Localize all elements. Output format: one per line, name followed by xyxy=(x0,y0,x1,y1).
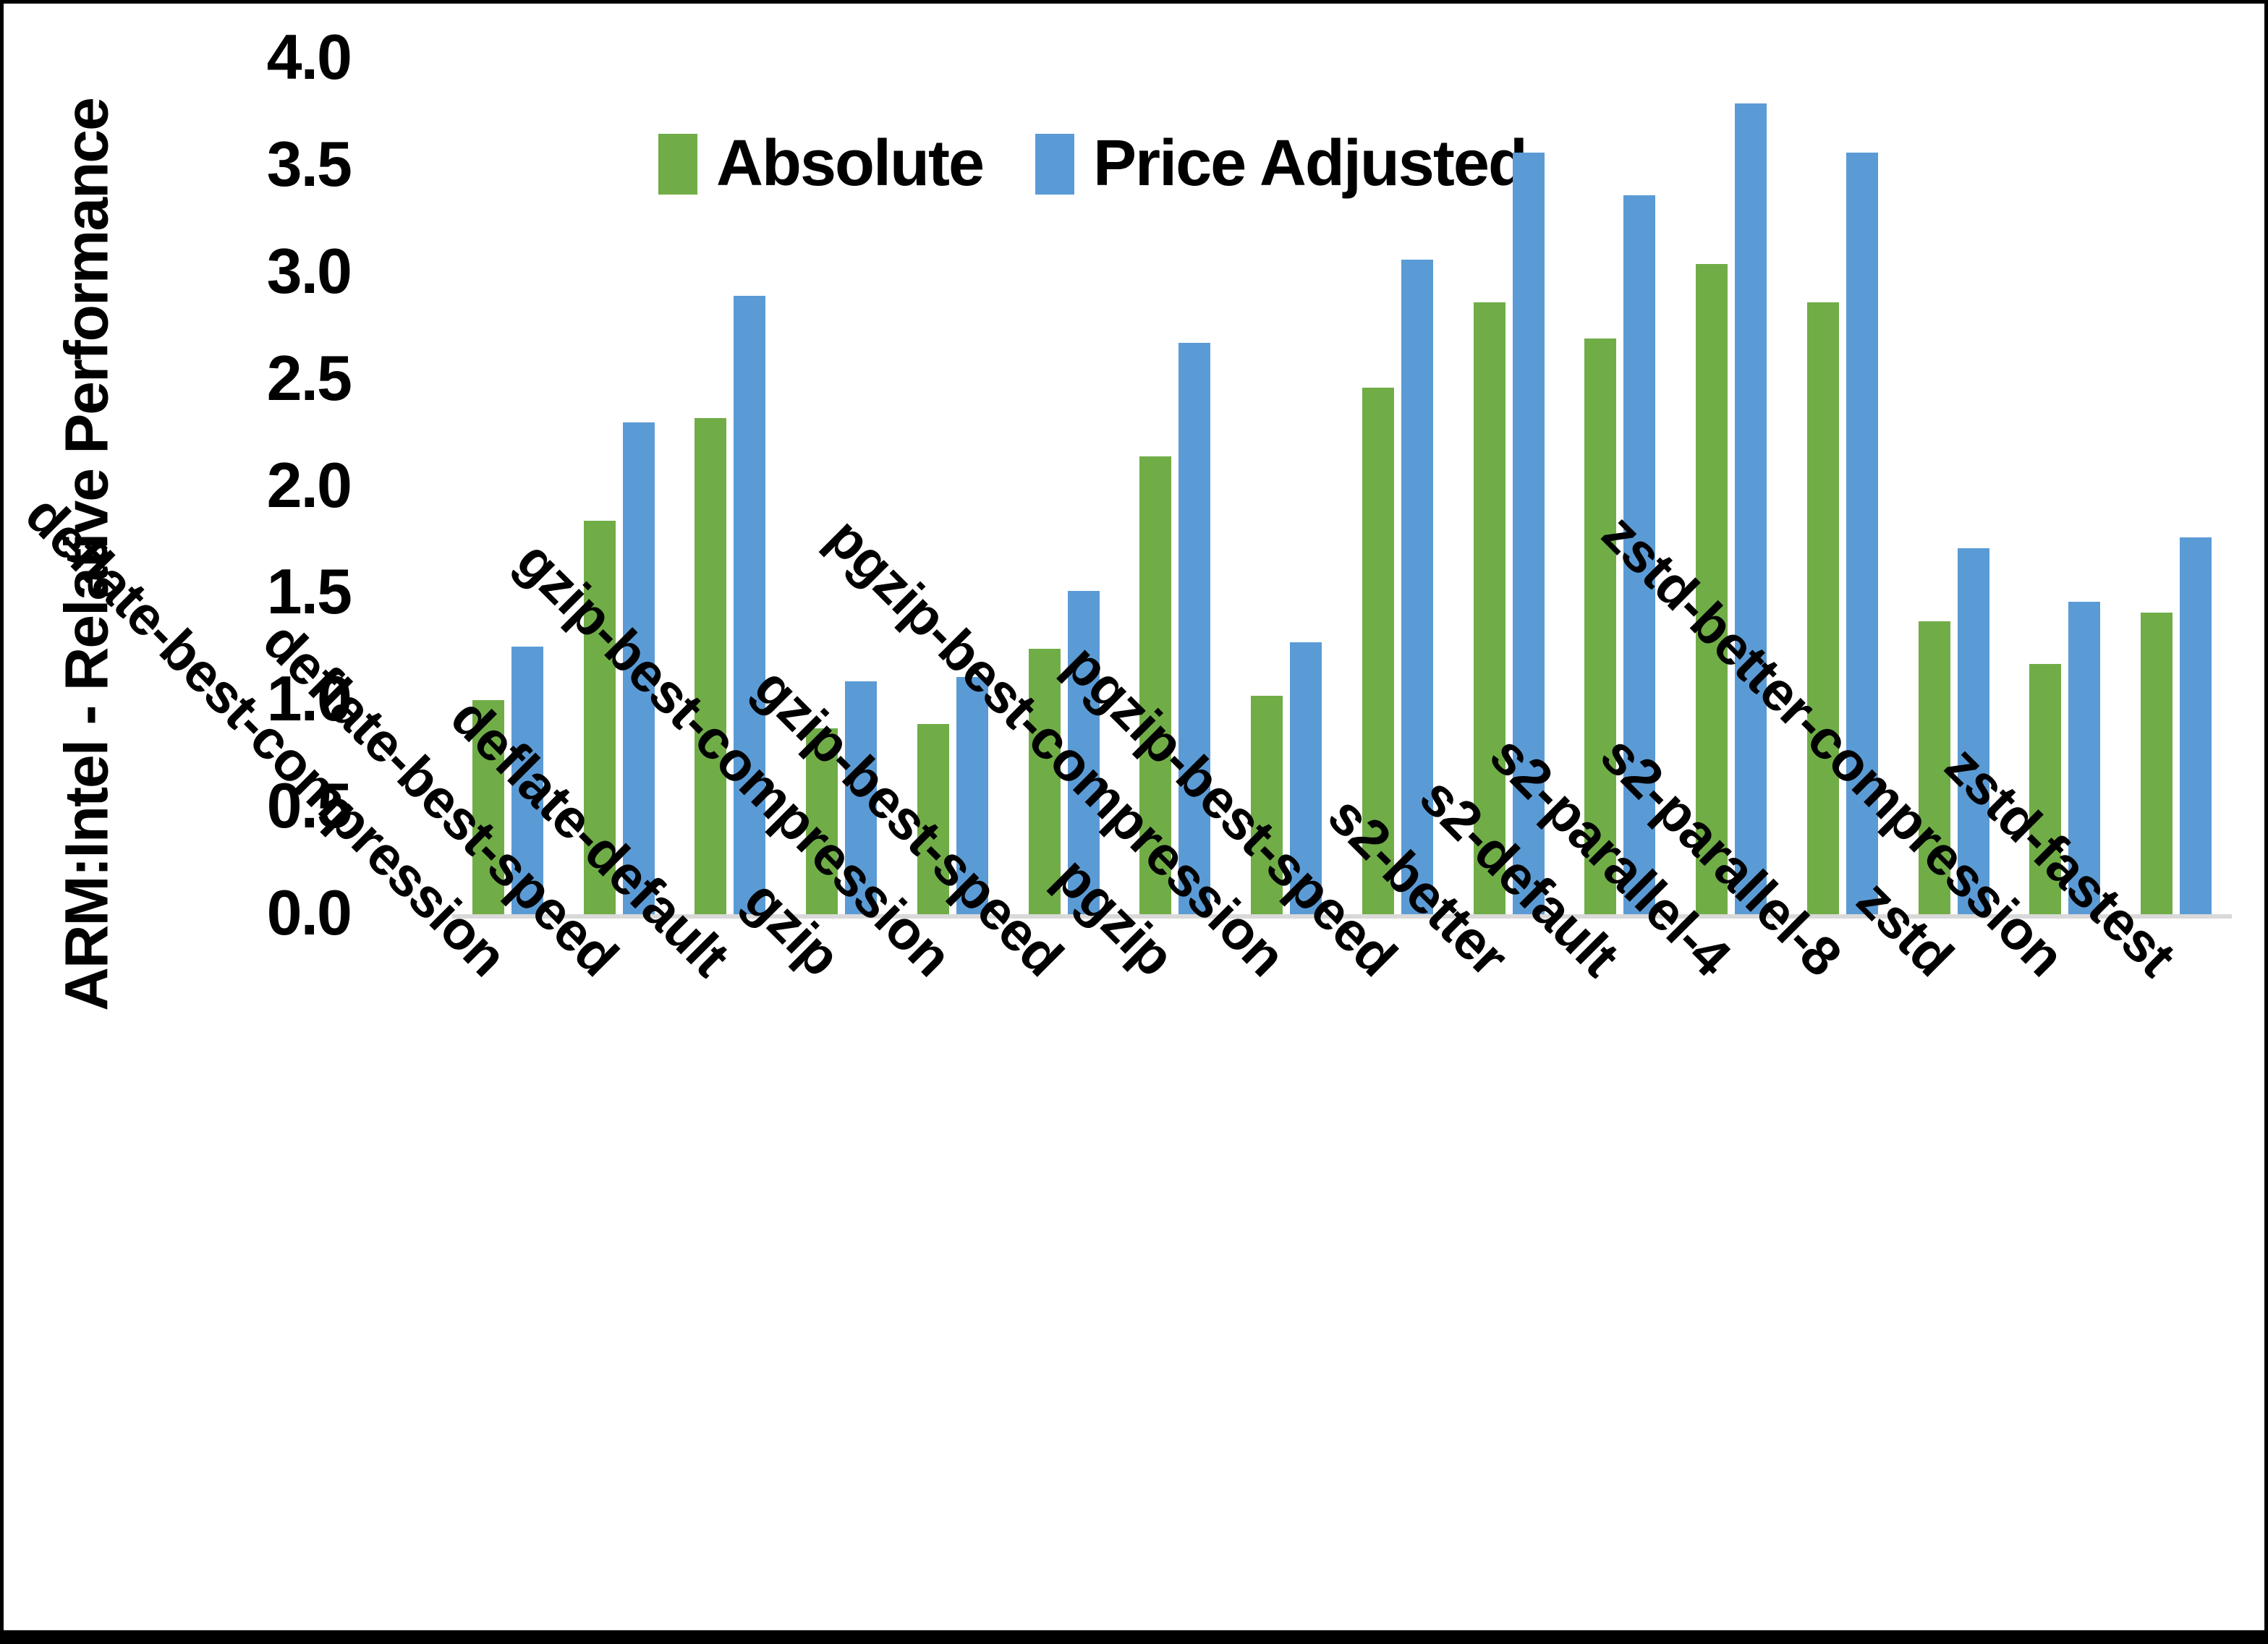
bar xyxy=(734,296,766,914)
y-tick-label: 4.0 xyxy=(266,20,352,93)
bar xyxy=(583,520,616,914)
y-tick-label: 3.0 xyxy=(266,234,352,307)
bar xyxy=(1401,260,1433,914)
bar xyxy=(845,681,878,914)
bar xyxy=(2180,537,2212,914)
bar-group xyxy=(1231,59,1342,914)
bar xyxy=(1290,642,1322,914)
plot-area xyxy=(452,59,2232,919)
bar-group xyxy=(1675,59,1787,914)
y-tick-label: 1.0 xyxy=(266,663,352,735)
legend-item-price-adjusted: Price Adjusted xyxy=(1035,127,1528,201)
bar xyxy=(511,647,543,914)
bar xyxy=(1362,388,1394,914)
bar-group xyxy=(897,59,1008,914)
y-axis-ticks: 0.0 0.5 1.0 1.5 2.0 2.5 3.0 3.5 4.0 xyxy=(4,21,352,948)
y-tick-label: 1.5 xyxy=(266,555,352,628)
legend-item-absolute: Absolute xyxy=(658,127,985,201)
bar-group xyxy=(452,59,564,914)
bar-group xyxy=(564,59,675,914)
bar xyxy=(1512,153,1545,914)
bar xyxy=(917,723,949,914)
bar-group xyxy=(1787,59,1898,914)
price-adjusted-series-swatch-icon xyxy=(1035,133,1075,195)
y-tick-label: 0.5 xyxy=(266,770,352,842)
bar xyxy=(1806,302,1839,914)
y-tick-label: 3.5 xyxy=(266,127,352,200)
bar-group xyxy=(1565,59,1676,914)
bar-group xyxy=(1008,59,1120,914)
bar xyxy=(1139,456,1172,914)
bar-group xyxy=(1120,59,1231,914)
bar xyxy=(1696,263,1728,914)
bar xyxy=(472,700,504,914)
bar xyxy=(1178,343,1211,914)
bar xyxy=(1251,696,1283,914)
legend-label-price-adjusted: Price Adjusted xyxy=(1093,127,1528,200)
absolute-series-swatch-icon xyxy=(658,133,697,195)
bar xyxy=(1067,591,1100,914)
y-tick-label: 2.5 xyxy=(266,341,352,414)
bar xyxy=(2029,663,2062,914)
bar xyxy=(1918,621,1950,914)
bar-group xyxy=(1898,59,2010,914)
y-tick-label: 0.0 xyxy=(266,876,352,948)
bar xyxy=(1028,649,1061,914)
bar-group xyxy=(1342,59,1453,914)
x-category-label: deflate-best-compression xyxy=(14,483,519,988)
bar xyxy=(1623,195,1656,914)
bar xyxy=(1735,103,1767,914)
bar xyxy=(695,417,727,914)
legend-label-absolute: Absolute xyxy=(716,127,985,200)
bar xyxy=(806,728,838,914)
bar xyxy=(1584,338,1617,914)
bar xyxy=(2068,602,2101,914)
bar-group xyxy=(2120,59,2232,914)
bar-group xyxy=(2010,59,2121,914)
legend: Absolute Price Adjusted xyxy=(658,127,1528,201)
bar xyxy=(1957,548,1989,914)
bar xyxy=(1473,302,1505,914)
bar-group xyxy=(786,59,897,914)
x-axis-labels: deflate-best-compression deflate-best-spe… xyxy=(4,4,2264,1644)
bar-group xyxy=(675,59,786,914)
bar xyxy=(956,676,988,914)
bar xyxy=(2141,613,2173,914)
bar-group xyxy=(1453,59,1565,914)
bar xyxy=(622,422,655,914)
bottom-border-bar xyxy=(4,1630,2264,1644)
y-tick-label: 2.0 xyxy=(266,448,352,521)
bar xyxy=(1846,153,1878,914)
